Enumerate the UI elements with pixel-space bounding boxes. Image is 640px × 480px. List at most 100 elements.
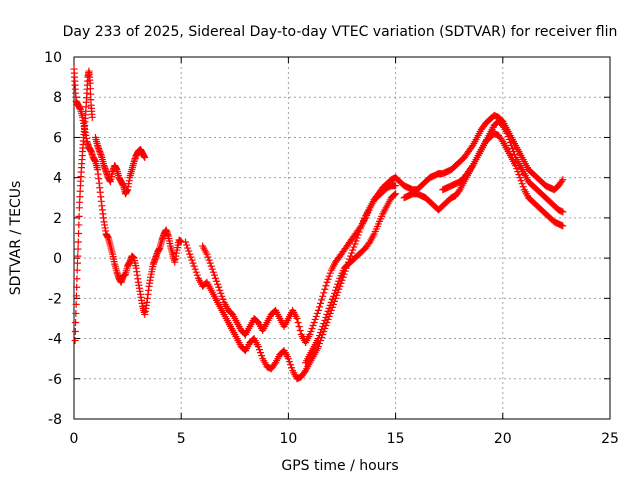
data-point: [209, 268, 217, 276]
data-point: [75, 229, 83, 237]
data-point: [324, 307, 332, 315]
data-point: [504, 132, 512, 140]
data-point: [335, 277, 343, 285]
data-point: [356, 223, 364, 231]
data-point: [333, 283, 341, 291]
data-point: [319, 292, 327, 300]
data-point: [503, 129, 511, 137]
data-point: [216, 286, 224, 294]
data-point: [559, 176, 567, 184]
data-point: [314, 335, 322, 343]
data-point: [513, 165, 521, 173]
data-point: [203, 250, 211, 258]
plot-frame: [73, 56, 611, 420]
data-point: [205, 256, 213, 264]
data-point: [321, 316, 329, 324]
series-track-trough-b: [199, 182, 400, 347]
data-point: [191, 265, 199, 273]
data-point: [392, 190, 400, 198]
x-tick-label: 20: [494, 431, 512, 447]
data-point: [318, 326, 326, 334]
data-point: [320, 289, 328, 297]
data-point: [72, 292, 80, 300]
data-point: [212, 274, 220, 282]
y-tick-label: -6: [48, 372, 62, 388]
data-point: [254, 343, 262, 351]
data-point: [189, 259, 197, 267]
data-point: [213, 277, 221, 285]
data-point: [293, 314, 301, 322]
data-point: [350, 243, 358, 251]
data-point: [324, 275, 332, 283]
data-point: [74, 238, 82, 246]
data-point: [468, 163, 476, 171]
data-point: [208, 265, 216, 273]
data-point: [309, 321, 317, 329]
data-point: [329, 292, 337, 300]
data-point: [505, 135, 513, 143]
data-point: [184, 244, 192, 252]
data-point: [218, 292, 226, 300]
data-point: [315, 332, 323, 340]
data-point: [186, 250, 194, 258]
data-point: [315, 303, 323, 311]
data-point: [204, 253, 212, 261]
data-point: [73, 259, 81, 267]
data-point: [190, 262, 198, 270]
data-point: [365, 240, 373, 248]
data-point: [325, 272, 333, 280]
y-tick-label: 6: [53, 130, 62, 146]
y-tick-label: -4: [48, 332, 62, 348]
data-point: [75, 221, 83, 229]
data-point: [314, 306, 322, 314]
data-point: [320, 319, 328, 327]
series-track-early-rise: [71, 67, 96, 345]
data-point: [294, 318, 302, 326]
data-point: [323, 310, 331, 318]
data-point: [328, 295, 336, 303]
y-tick-label: 0: [53, 251, 62, 267]
data-point: [349, 246, 357, 254]
data-point: [185, 247, 193, 255]
data-point: [187, 253, 195, 261]
data-point: [71, 328, 79, 336]
data-point: [296, 327, 304, 335]
data-point: [516, 174, 524, 182]
data-point: [330, 289, 338, 297]
data-point: [141, 154, 149, 162]
y-tick-label: 8: [53, 90, 62, 106]
data-point: [295, 322, 303, 330]
axis-ticks: 0 5 10 15 20 25 -8 -6 -4 -2 0 2 4 6 8 10: [44, 50, 619, 447]
data-point: [72, 300, 80, 308]
data-point: [322, 313, 330, 321]
data-point: [351, 240, 359, 248]
data-point: [334, 280, 342, 288]
y-tick-label: 2: [53, 211, 62, 227]
data-point: [348, 249, 356, 257]
x-axis-label: GPS time / hours: [281, 458, 398, 474]
data-point: [506, 138, 514, 146]
data-point: [74, 245, 82, 253]
data-point: [210, 271, 218, 279]
data-point: [215, 283, 223, 291]
x-tick-label: 25: [601, 431, 619, 447]
x-tick-label: 10: [279, 431, 297, 447]
data-point: [72, 318, 80, 326]
data-marks: [70, 65, 567, 383]
data-point: [73, 266, 81, 274]
data-point: [508, 145, 516, 153]
data-point: [285, 358, 293, 366]
data-point: [559, 208, 567, 216]
y-tick-label: -2: [48, 291, 62, 307]
data-point: [327, 298, 335, 306]
y-tick-label: 4: [53, 171, 62, 187]
chart-title: Day 233 of 2025, Sidereal Day-to-day VTE…: [63, 24, 618, 40]
data-point: [347, 252, 355, 260]
data-point: [510, 148, 518, 156]
data-point: [308, 325, 316, 332]
data-point: [307, 328, 315, 336]
data-point: [518, 180, 526, 188]
data-point: [519, 183, 527, 191]
data-point: [257, 349, 265, 357]
series-track-early-decline: [70, 65, 185, 318]
